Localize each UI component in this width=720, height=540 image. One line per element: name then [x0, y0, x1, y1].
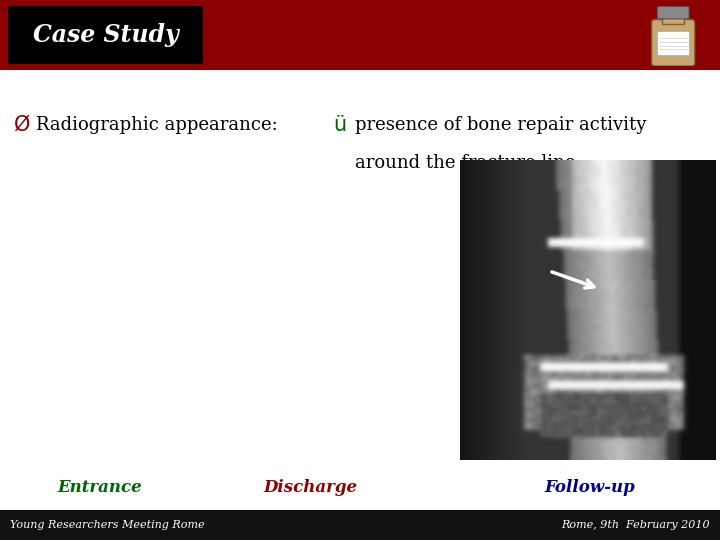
Text: Ø: Ø — [14, 115, 30, 135]
Text: presence of bone repair activity: presence of bone repair activity — [355, 116, 647, 134]
FancyBboxPatch shape — [657, 6, 689, 19]
Bar — [657, 31, 689, 55]
Text: Radiographic appearance:: Radiographic appearance: — [36, 116, 278, 134]
Text: ü: ü — [333, 115, 346, 135]
Text: around the fracture line: around the fracture line — [355, 154, 575, 172]
Bar — [0, 510, 720, 540]
Text: Follow-up: Follow-up — [544, 480, 635, 496]
Bar — [662, 16, 684, 24]
Bar — [0, 0, 720, 70]
Text: Rome, 9th  February 2010: Rome, 9th February 2010 — [562, 520, 710, 530]
Text: Discharge: Discharge — [263, 480, 357, 496]
Text: Entrance: Entrance — [58, 480, 143, 496]
Text: Case Study: Case Study — [32, 23, 179, 47]
Text: Young Researchers Meeting Rome: Young Researchers Meeting Rome — [10, 520, 204, 530]
FancyBboxPatch shape — [652, 19, 695, 66]
Bar — [8, 6, 203, 64]
